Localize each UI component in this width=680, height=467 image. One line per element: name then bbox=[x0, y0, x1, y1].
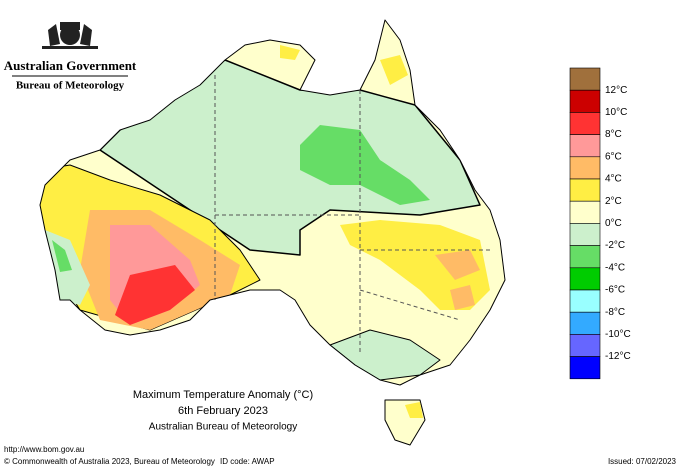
legend-swatch bbox=[569, 134, 601, 158]
legend-swatch bbox=[569, 334, 601, 357]
legend-swatch bbox=[569, 89, 601, 113]
tasmania-anomaly bbox=[405, 402, 423, 418]
legend-swatch bbox=[569, 223, 601, 246]
legend-swatch bbox=[569, 311, 601, 335]
legend-swatch bbox=[569, 178, 601, 202]
footer-copyright: © Commonwealth of Australia 2023, Bureau… bbox=[4, 457, 215, 466]
australia-map bbox=[39, 19, 506, 446]
legend-label: 4°C bbox=[605, 174, 622, 185]
legend-swatch bbox=[569, 67, 601, 91]
legend-label: 2°C bbox=[605, 196, 622, 207]
footer-url: http://www.bom.gov.au bbox=[4, 445, 84, 454]
legend-swatch bbox=[569, 267, 601, 291]
state-borders bbox=[214, 75, 490, 355]
crest bbox=[42, 22, 98, 49]
map-date: 6th February 2023 bbox=[178, 405, 268, 417]
legend-label: -4°C bbox=[605, 262, 625, 273]
legend-swatch bbox=[569, 356, 601, 380]
gov-name: Australian Government bbox=[4, 58, 137, 73]
map-source: Australian Bureau of Meteorology bbox=[149, 422, 297, 433]
legend-label: -6°C bbox=[605, 285, 625, 296]
legend-label: 8°C bbox=[605, 129, 622, 140]
legend-label: 6°C bbox=[605, 151, 622, 162]
legend-swatch bbox=[569, 156, 601, 180]
map-title: Maximum Temperature Anomaly (°C) bbox=[133, 389, 313, 401]
legend-label: -2°C bbox=[605, 240, 625, 251]
footer-issued: Issued: 07/02/2023 bbox=[608, 457, 677, 466]
legend-swatch bbox=[569, 200, 601, 224]
legend-label: -8°C bbox=[605, 307, 625, 318]
legend-label: -12°C bbox=[605, 351, 631, 362]
legend: 12°C 10°C 8°C 6°C 4°C 2°C 0°C -2°C -4°C -6°C -8°C -… bbox=[569, 67, 631, 380]
legend-label: 12°C bbox=[605, 85, 627, 96]
legend-label: -10°C bbox=[605, 329, 631, 340]
footer-id: ID code: AWAP bbox=[220, 457, 275, 466]
legend-swatch bbox=[569, 245, 601, 269]
legend-label: 10°C bbox=[605, 107, 627, 118]
legend-swatch bbox=[569, 289, 601, 313]
legend-label: 0°C bbox=[605, 218, 622, 229]
bureau-name: Bureau of Meteorology bbox=[16, 80, 125, 92]
legend-swatch bbox=[569, 112, 601, 135]
